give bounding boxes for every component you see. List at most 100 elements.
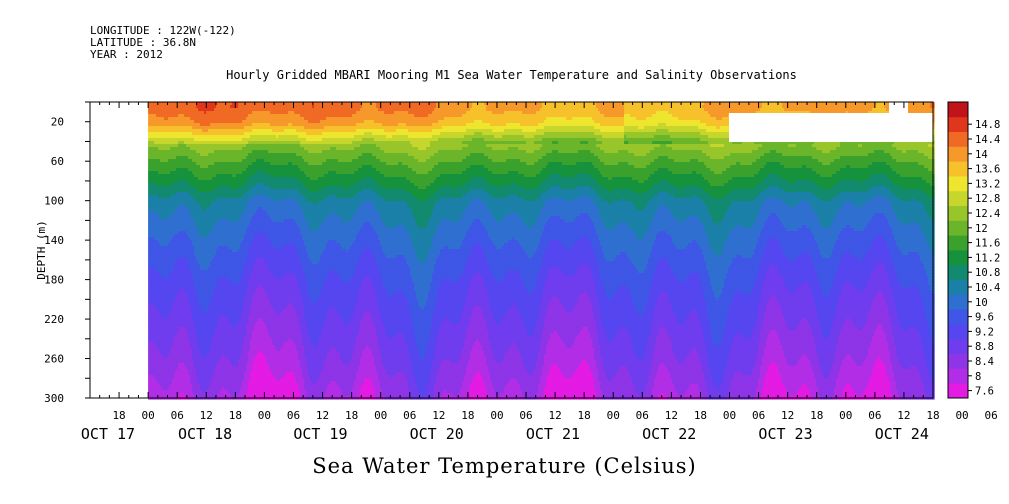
heatmap-cell [150,393,153,397]
heatmap-cell [180,222,183,226]
heatmap-cell [184,306,187,310]
heatmap-cell [150,279,153,283]
heatmap-cell [172,327,175,331]
heatmap-cell [178,372,181,376]
heatmap-cell [176,303,179,307]
heatmap-cell [162,171,165,175]
heatmap-cell [182,246,185,250]
heatmap-cell [176,198,179,202]
heatmap-cell [156,165,159,169]
heatmap-cell [150,138,153,142]
heatmap-cell [158,207,161,211]
heatmap-cell [182,165,185,169]
heatmap-cell [170,285,173,289]
heatmap-cell [164,120,167,124]
heatmap-cell [156,156,159,160]
heatmap-cell [160,330,163,334]
heatmap-cell [150,348,153,352]
heatmap-cell [162,123,165,127]
heatmap-cell [166,378,169,382]
heatmap-cell [170,126,173,130]
heatmap-cell [158,306,161,310]
heatmap-cell [170,150,173,154]
heatmap-cell [166,144,169,148]
heatmap-cell [150,150,153,154]
heatmap-cell [178,264,181,268]
heatmap-cell [176,216,179,220]
heatmap-cell [168,132,171,136]
heatmap-cell [172,165,175,169]
heatmap-cell [166,306,169,310]
heatmap-cell [172,225,175,229]
heatmap-cell [182,228,185,232]
heatmap-cell [170,102,173,106]
heatmap-cell [158,189,161,193]
heatmap-cell [170,222,173,226]
heatmap-cell [156,351,159,355]
heatmap-cell [158,375,161,379]
heatmap-cell [150,366,153,370]
heatmap-cell [164,321,167,325]
heatmap-cell [180,240,183,244]
heatmap-cell [168,186,171,190]
heatmap-cell [156,390,159,394]
heatmap-cell [182,354,185,358]
heatmap-cell [172,315,175,319]
heatmap-cell [164,165,167,169]
heatmap-cell [170,186,173,190]
heatmap-cell [162,348,165,352]
heatmap-cell [156,282,159,286]
heatmap-cell [150,183,153,187]
heatmap-cell [182,357,185,361]
heatmap-cell [162,354,165,358]
heatmap-cell [180,177,183,181]
heatmap-cell [156,330,159,334]
heatmap-cell [178,138,181,142]
heatmap-cell [170,327,173,331]
heatmap-cell [172,294,175,298]
heatmap-cell [150,372,153,376]
heatmap-cell [156,198,159,202]
heatmap-cell [154,261,157,265]
heatmap-cell [182,297,185,301]
heatmap-cell [162,384,165,388]
heatmap-cell [186,105,189,109]
heatmap-cell [170,228,173,232]
heatmap-cell [182,288,185,292]
heatmap-cell [170,282,173,286]
heatmap-cell [152,378,155,382]
heatmap-cell [150,354,153,358]
heatmap-cell [156,147,159,151]
heatmap-cell [152,375,155,379]
heatmap-cell [172,312,175,316]
heatmap-cell [160,342,163,346]
heatmap-cell [184,261,187,265]
heatmap-cell [158,255,161,259]
heatmap-cell [152,213,155,217]
heatmap-cell [156,294,159,298]
heatmap-cell [148,192,151,196]
heatmap-cell [164,315,167,319]
heatmap-cell [162,339,165,343]
heatmap-cell [160,315,163,319]
heatmap-cell [168,168,171,172]
heatmap-cell [148,348,151,352]
heatmap-cell [170,204,173,208]
heatmap-cell [158,309,161,313]
heatmap-cell [168,114,171,118]
heatmap-cell [178,363,181,367]
heatmap-cell [160,267,163,271]
heatmap-cell [162,165,165,169]
heatmap-cell [176,279,179,283]
heatmap-cell [150,102,153,106]
heatmap-cell [174,348,177,352]
heatmap-cell [160,132,163,136]
heatmap-cell [170,381,173,385]
heatmap-cell [154,147,157,151]
heatmap-cell [170,165,173,169]
heatmap-cell [184,390,187,394]
heatmap-cell [160,240,163,244]
heatmap-cell [160,219,163,223]
heatmap-cell [168,315,171,319]
heatmap-cell [148,171,151,175]
